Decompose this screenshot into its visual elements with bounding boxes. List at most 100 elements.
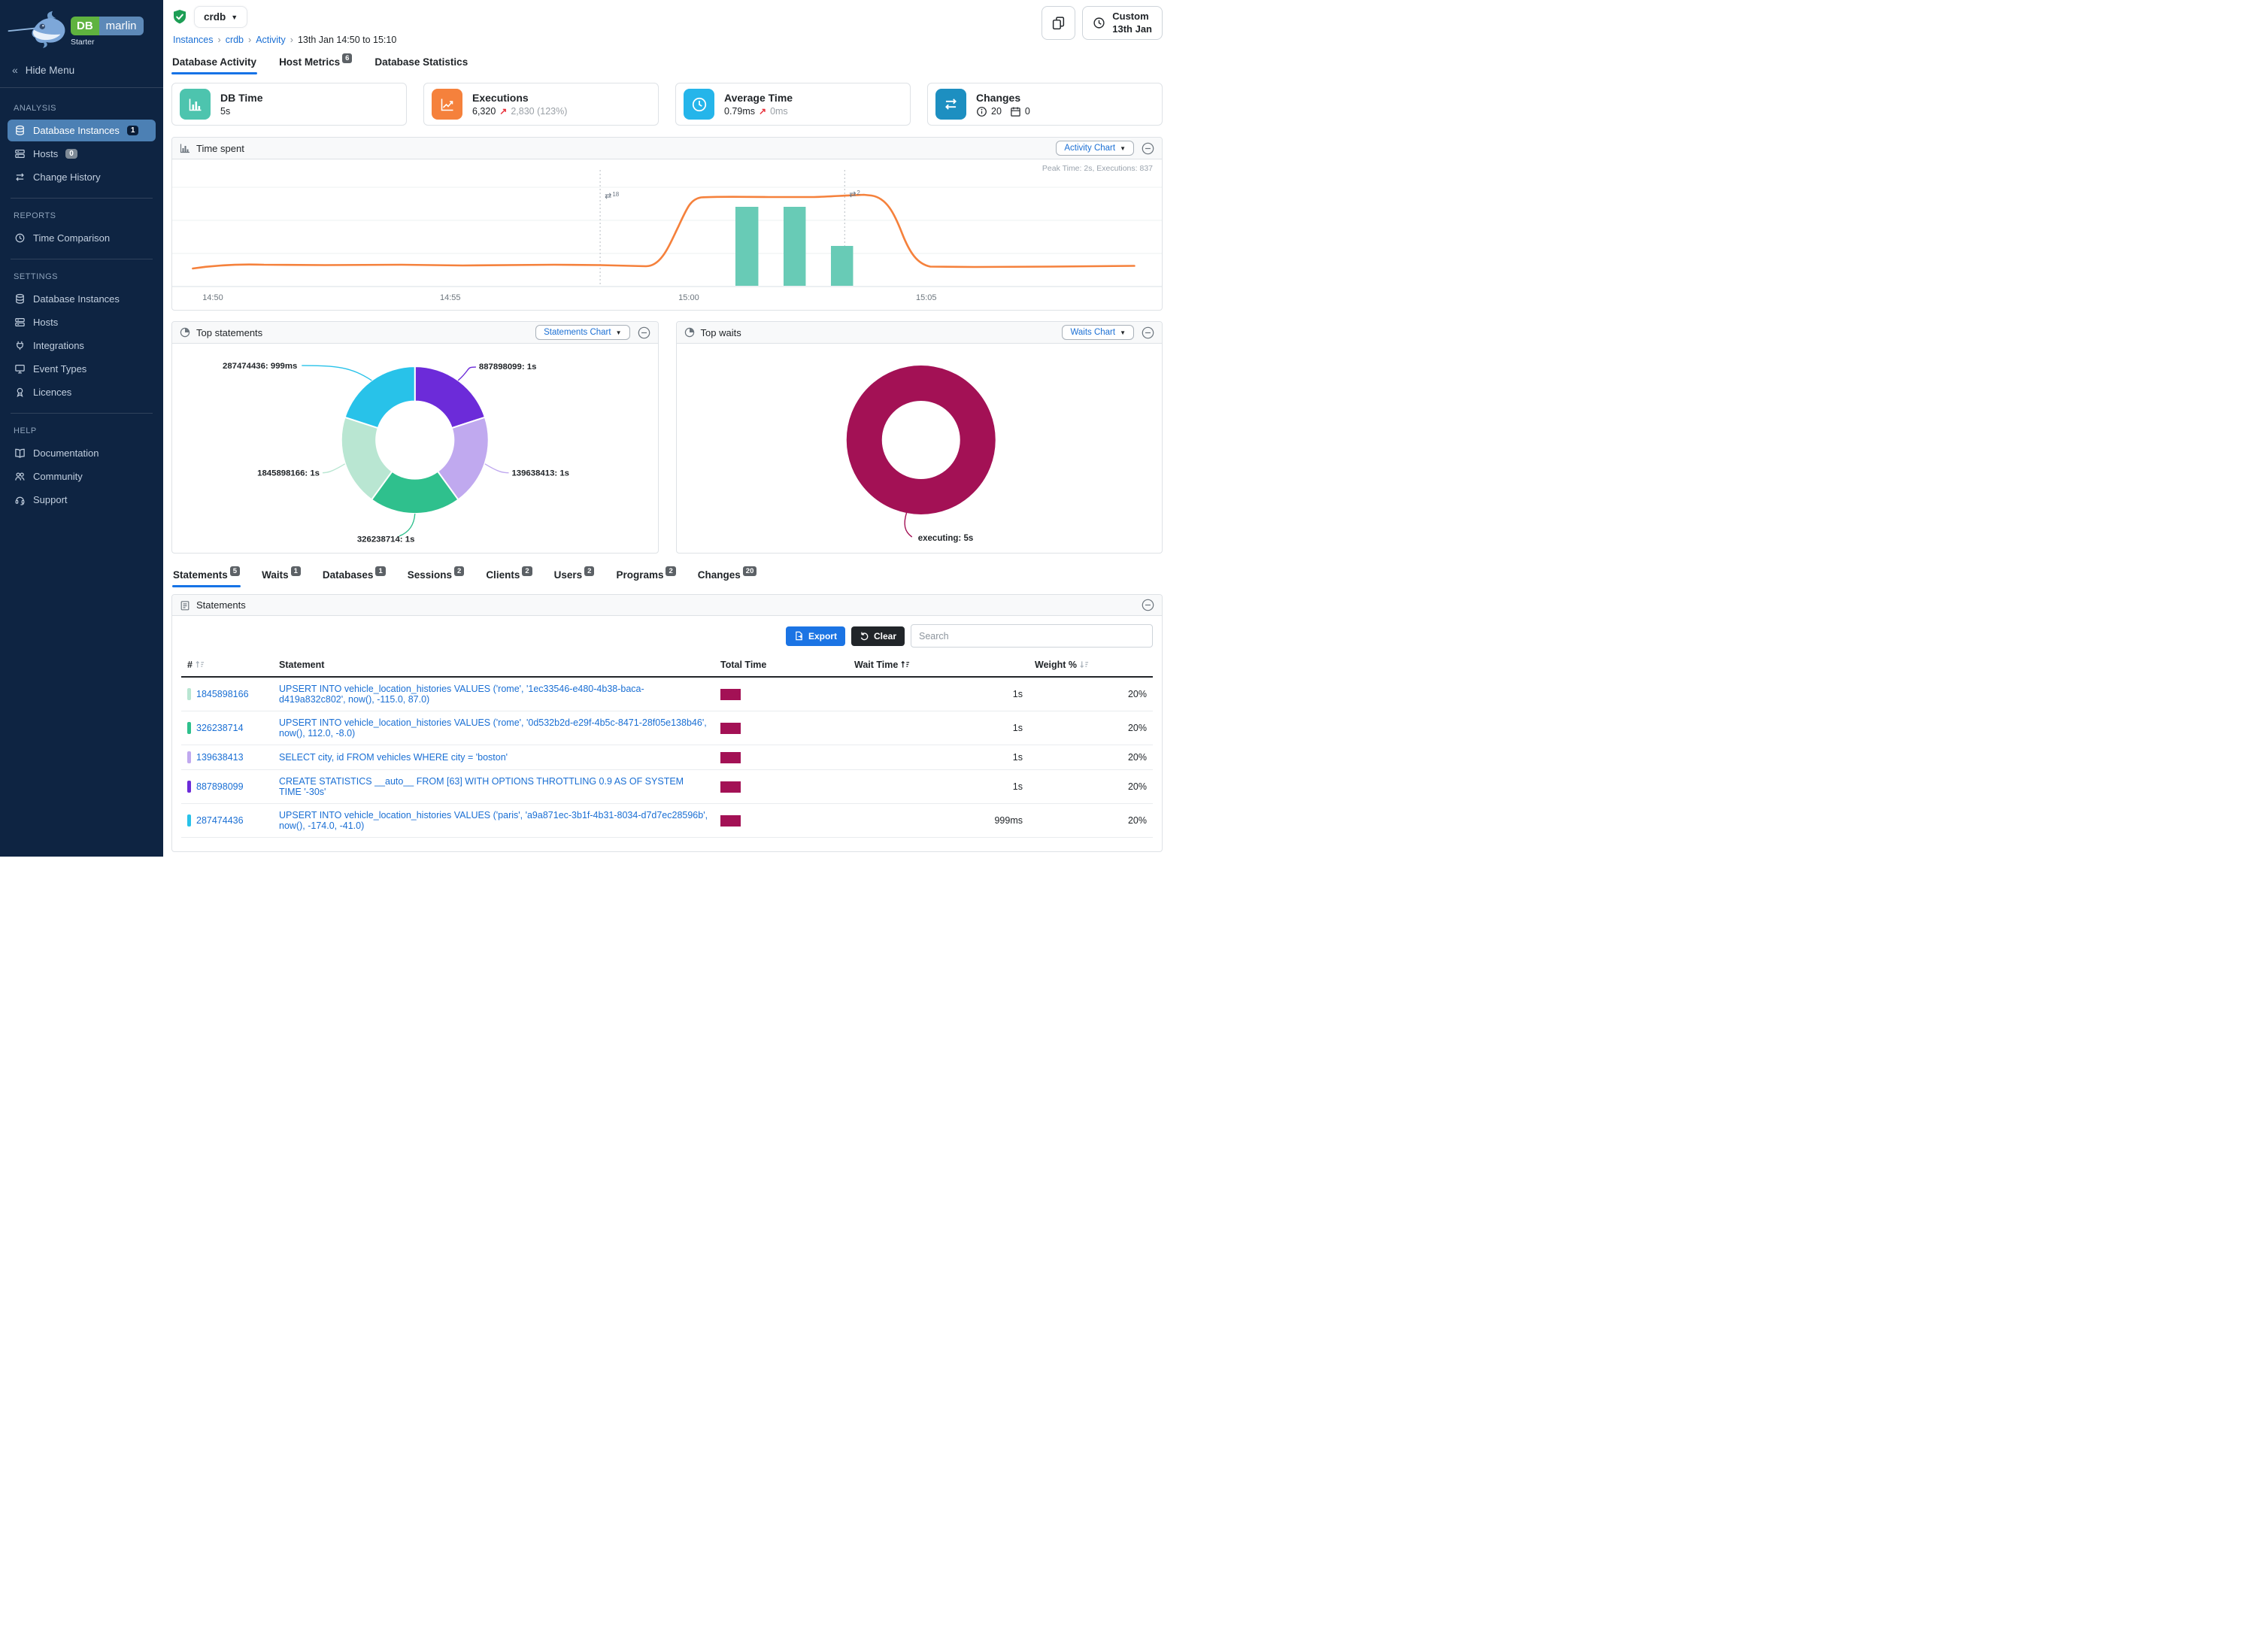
sidebar-item-licences[interactable]: Licences [8, 381, 156, 403]
column-header-statement[interactable]: Statement [273, 655, 714, 678]
statement-id-link[interactable]: 326238714 [196, 723, 244, 733]
sidebar-item-integrations[interactable]: Integrations [8, 335, 156, 356]
hide-menu-button[interactable]: « Hide Menu [0, 54, 163, 88]
panel-title: Time spent [196, 142, 244, 154]
export-button[interactable]: Export [785, 626, 845, 646]
donut-segment-executing[interactable] [846, 365, 996, 514]
detail-tab-statements[interactable]: Statements 5 [172, 564, 241, 587]
trend-chart-icon [432, 89, 462, 120]
card-title: Average Time [724, 92, 793, 104]
content: Time spent Activity Chart ▼ Peak Time: 2s… [163, 137, 1179, 857]
statements-chart-selector[interactable]: Statements Chart ▼ [535, 325, 630, 340]
activity-chart-selector[interactable]: Activity Chart ▼ [1056, 141, 1134, 156]
weight-value: 20% [1029, 677, 1153, 711]
statement-sql-link[interactable]: SELECT city, id FROM vehicles WHERE city… [279, 752, 508, 763]
donut-segment-887898099[interactable] [414, 365, 487, 429]
chevron-down-icon: ▼ [615, 329, 622, 336]
column-header-weight[interactable]: Weight % [1029, 655, 1153, 678]
wait-time-value: 999ms [848, 803, 1029, 838]
statement-sql-link[interactable]: UPSERT INTO vehicle_location_histories V… [279, 717, 707, 739]
brand-wordmark: DB marlin [71, 17, 144, 35]
donut-label: 1845898166: 1s [257, 469, 320, 478]
tab-badge: 2 [666, 566, 676, 576]
main-area: crdb ▼ Instances › crdb › Activity › 13th Jan … [163, 0, 1179, 857]
statement-color-chip [187, 688, 191, 700]
breadcrumb-instances[interactable]: Instances [173, 35, 214, 45]
search-input[interactable] [911, 624, 1153, 648]
sidebar-item-hosts[interactable]: Hosts 0 [8, 143, 156, 165]
sort-icon [196, 660, 205, 668]
detail-tab-sessions[interactable]: Sessions 2 [407, 564, 465, 587]
tab-database-statistics[interactable]: Database Statistics [374, 56, 468, 68]
tab-badge: 1 [290, 566, 301, 576]
activity-line-chart [172, 170, 1162, 287]
statement-sql-link[interactable]: CREATE STATISTICS __auto__ FROM [63] WIT… [279, 776, 684, 797]
donut-label: 887898099: 1s [479, 362, 537, 372]
sidebar-item-event-types[interactable]: Event Types [8, 358, 156, 380]
collapse-panel-icon[interactable] [638, 326, 650, 339]
collapse-panel-icon[interactable] [1142, 142, 1154, 155]
sidebar-item-change-history[interactable]: Change History [8, 166, 156, 188]
chevron-down-icon: ▼ [1120, 144, 1126, 152]
statement-color-chip [187, 722, 191, 734]
bar-chart-icon [180, 89, 211, 120]
table-row: 326238714 UPSERT INTO vehicle_location_h… [181, 711, 1153, 745]
donut-label: 287474436: 999ms [223, 362, 297, 371]
instance-selector[interactable]: crdb ▼ [194, 6, 248, 28]
sidebar-item-label: Support [33, 494, 68, 505]
card-delta: 2,830 (123%) [511, 106, 568, 117]
collapse-panel-icon[interactable] [1142, 599, 1154, 611]
donut-segment-287474436[interactable] [344, 365, 416, 429]
delta-up-icon: ↗ [499, 106, 508, 117]
topbar: crdb ▼ Instances › crdb › Activity › 13th Jan … [163, 0, 1179, 50]
nav-section-analysis: ANALYSIS [14, 104, 56, 113]
statement-id-link[interactable]: 287474436 [196, 815, 244, 826]
detail-tab-databases[interactable]: Databases 1 [322, 564, 387, 587]
statement-id-link[interactable]: 1845898166 [196, 689, 249, 699]
wait-time-value: 1s [848, 711, 1029, 745]
statement-color-chip [187, 781, 191, 793]
detail-tab-programs[interactable]: Programs 2 [615, 564, 676, 587]
clear-button[interactable]: Clear [850, 626, 905, 646]
detail-tab-clients[interactable]: Clients 2 [485, 564, 532, 587]
sidebar-item-settings-hosts[interactable]: Hosts [8, 311, 156, 333]
sidebar-item-database-instances[interactable]: Database Instances 1 [8, 120, 156, 141]
sidebar-item-community[interactable]: Community [8, 466, 156, 487]
tab-database-activity[interactable]: Database Activity [171, 51, 258, 74]
statement-sql-link[interactable]: UPSERT INTO vehicle_location_histories V… [279, 810, 708, 831]
column-header-wait-time[interactable]: Wait Time [848, 655, 1029, 678]
column-header-total-time[interactable]: Total Time [714, 655, 848, 678]
copy-link-button[interactable] [1042, 6, 1076, 40]
total-time-bar [720, 781, 741, 793]
collapse-panel-icon[interactable] [1142, 326, 1154, 339]
change-marker[interactable]: ⇄ 2 [849, 190, 860, 199]
column-header-num[interactable]: # [181, 655, 273, 678]
sidebar-item-label: Integrations [33, 340, 84, 351]
sidebar-item-documentation[interactable]: Documentation [8, 442, 156, 464]
card-changes: Changes 20 0 [927, 83, 1163, 126]
main-tabs: Database Activity Host Metrics 6 Database… [163, 50, 1179, 74]
statement-id-link[interactable]: 887898099 [196, 781, 244, 792]
breadcrumb-crdb[interactable]: crdb [225, 35, 244, 45]
chevron-down-icon: ▼ [1120, 329, 1126, 336]
breadcrumb-activity[interactable]: Activity [256, 35, 286, 45]
tab-host-metrics[interactable]: Host Metrics 6 [278, 51, 353, 74]
detail-tab-waits[interactable]: Waits 1 [261, 564, 302, 587]
statement-sql-link[interactable]: UPSERT INTO vehicle_location_histories V… [279, 684, 644, 705]
time-range-button[interactable]: Custom 13th Jan [1082, 6, 1163, 40]
table-row: 139638413 SELECT city, id FROM vehicles … [181, 745, 1153, 770]
detail-tab-users[interactable]: Users 2 [553, 564, 596, 587]
sidebar-item-label: Hosts [33, 148, 59, 159]
sidebar-item-settings-database-instances[interactable]: Database Instances [8, 288, 156, 310]
sidebar-item-time-comparison[interactable]: Time Comparison [8, 227, 156, 249]
waits-chart-selector[interactable]: Waits Chart ▼ [1062, 325, 1134, 340]
detail-tab-changes[interactable]: Changes 20 [697, 564, 758, 587]
sidebar-item-label: Documentation [33, 447, 99, 459]
panel-title: Top waits [700, 326, 741, 338]
statement-id-link[interactable]: 139638413 [196, 752, 244, 763]
change-marker[interactable]: ⇄ 18 [605, 191, 620, 201]
sidebar-item-support[interactable]: Support [8, 489, 156, 511]
x-tick: 14:55 [440, 293, 461, 302]
brand-db: DB [71, 17, 99, 35]
time-spent-panel: Time spent Activity Chart ▼ Peak Time: 2s… [171, 137, 1163, 311]
